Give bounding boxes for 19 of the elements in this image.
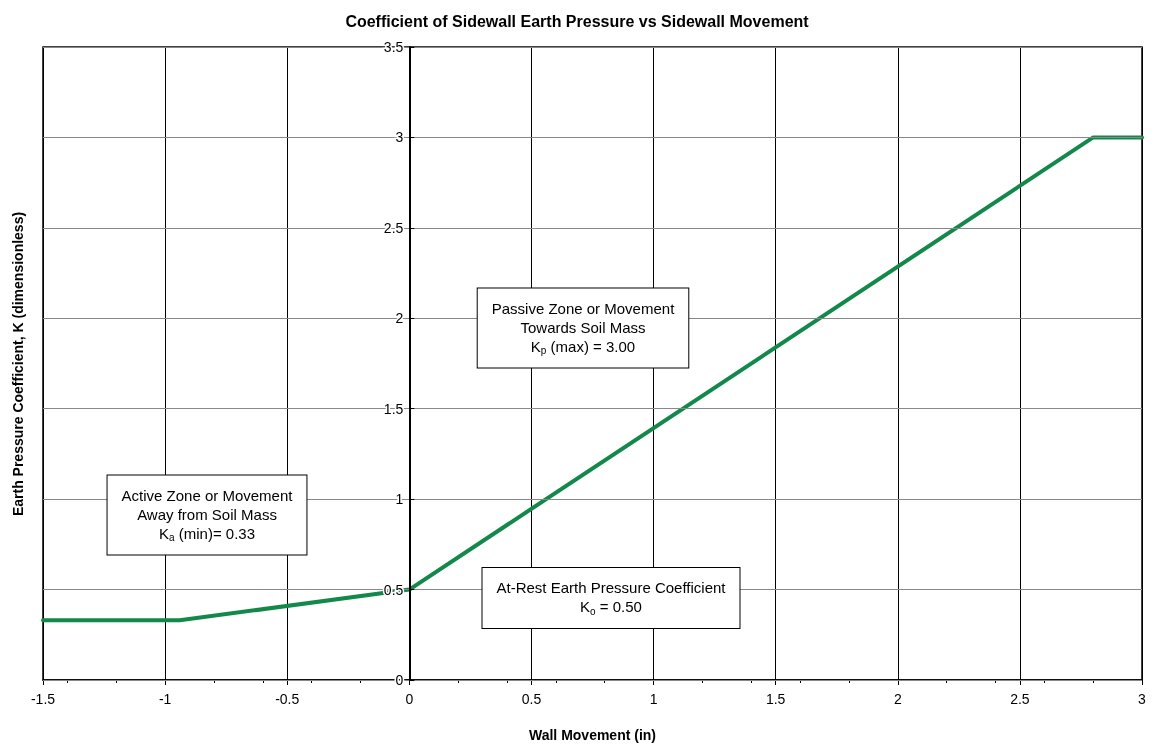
x-tick-label: 1: [649, 691, 658, 707]
chart-title: Coefficient of Sidewall Earth Pressure vs Sidewall Movement: [345, 12, 810, 30]
x-tick-label: 2: [893, 691, 902, 707]
x-tick-label: -1.5: [30, 691, 56, 707]
x-tick-label: 0: [405, 691, 414, 707]
x-tick-label: 0.5: [521, 691, 542, 707]
x-axis-title: Wall Movement (in): [528, 727, 657, 743]
y-tick-label: 0.5: [383, 581, 404, 598]
y-tick-label: 1: [395, 491, 404, 508]
y-tick-label: 1.5: [383, 400, 404, 417]
y-tick-label: 2.5: [383, 219, 404, 236]
y-tick-label: 2: [395, 310, 404, 327]
x-tick-label: -1: [158, 691, 172, 707]
x-tick-label: 2.5: [1010, 691, 1030, 707]
y-axis-title: Earth Pressure Coefficient, K (dimensionless): [10, 211, 26, 517]
x-tick-label: -0.5: [275, 691, 300, 707]
x-tick-label: 1.5: [765, 691, 786, 707]
x-tick-label: 3: [1138, 691, 1147, 707]
y-tick-label: 3: [395, 129, 404, 146]
